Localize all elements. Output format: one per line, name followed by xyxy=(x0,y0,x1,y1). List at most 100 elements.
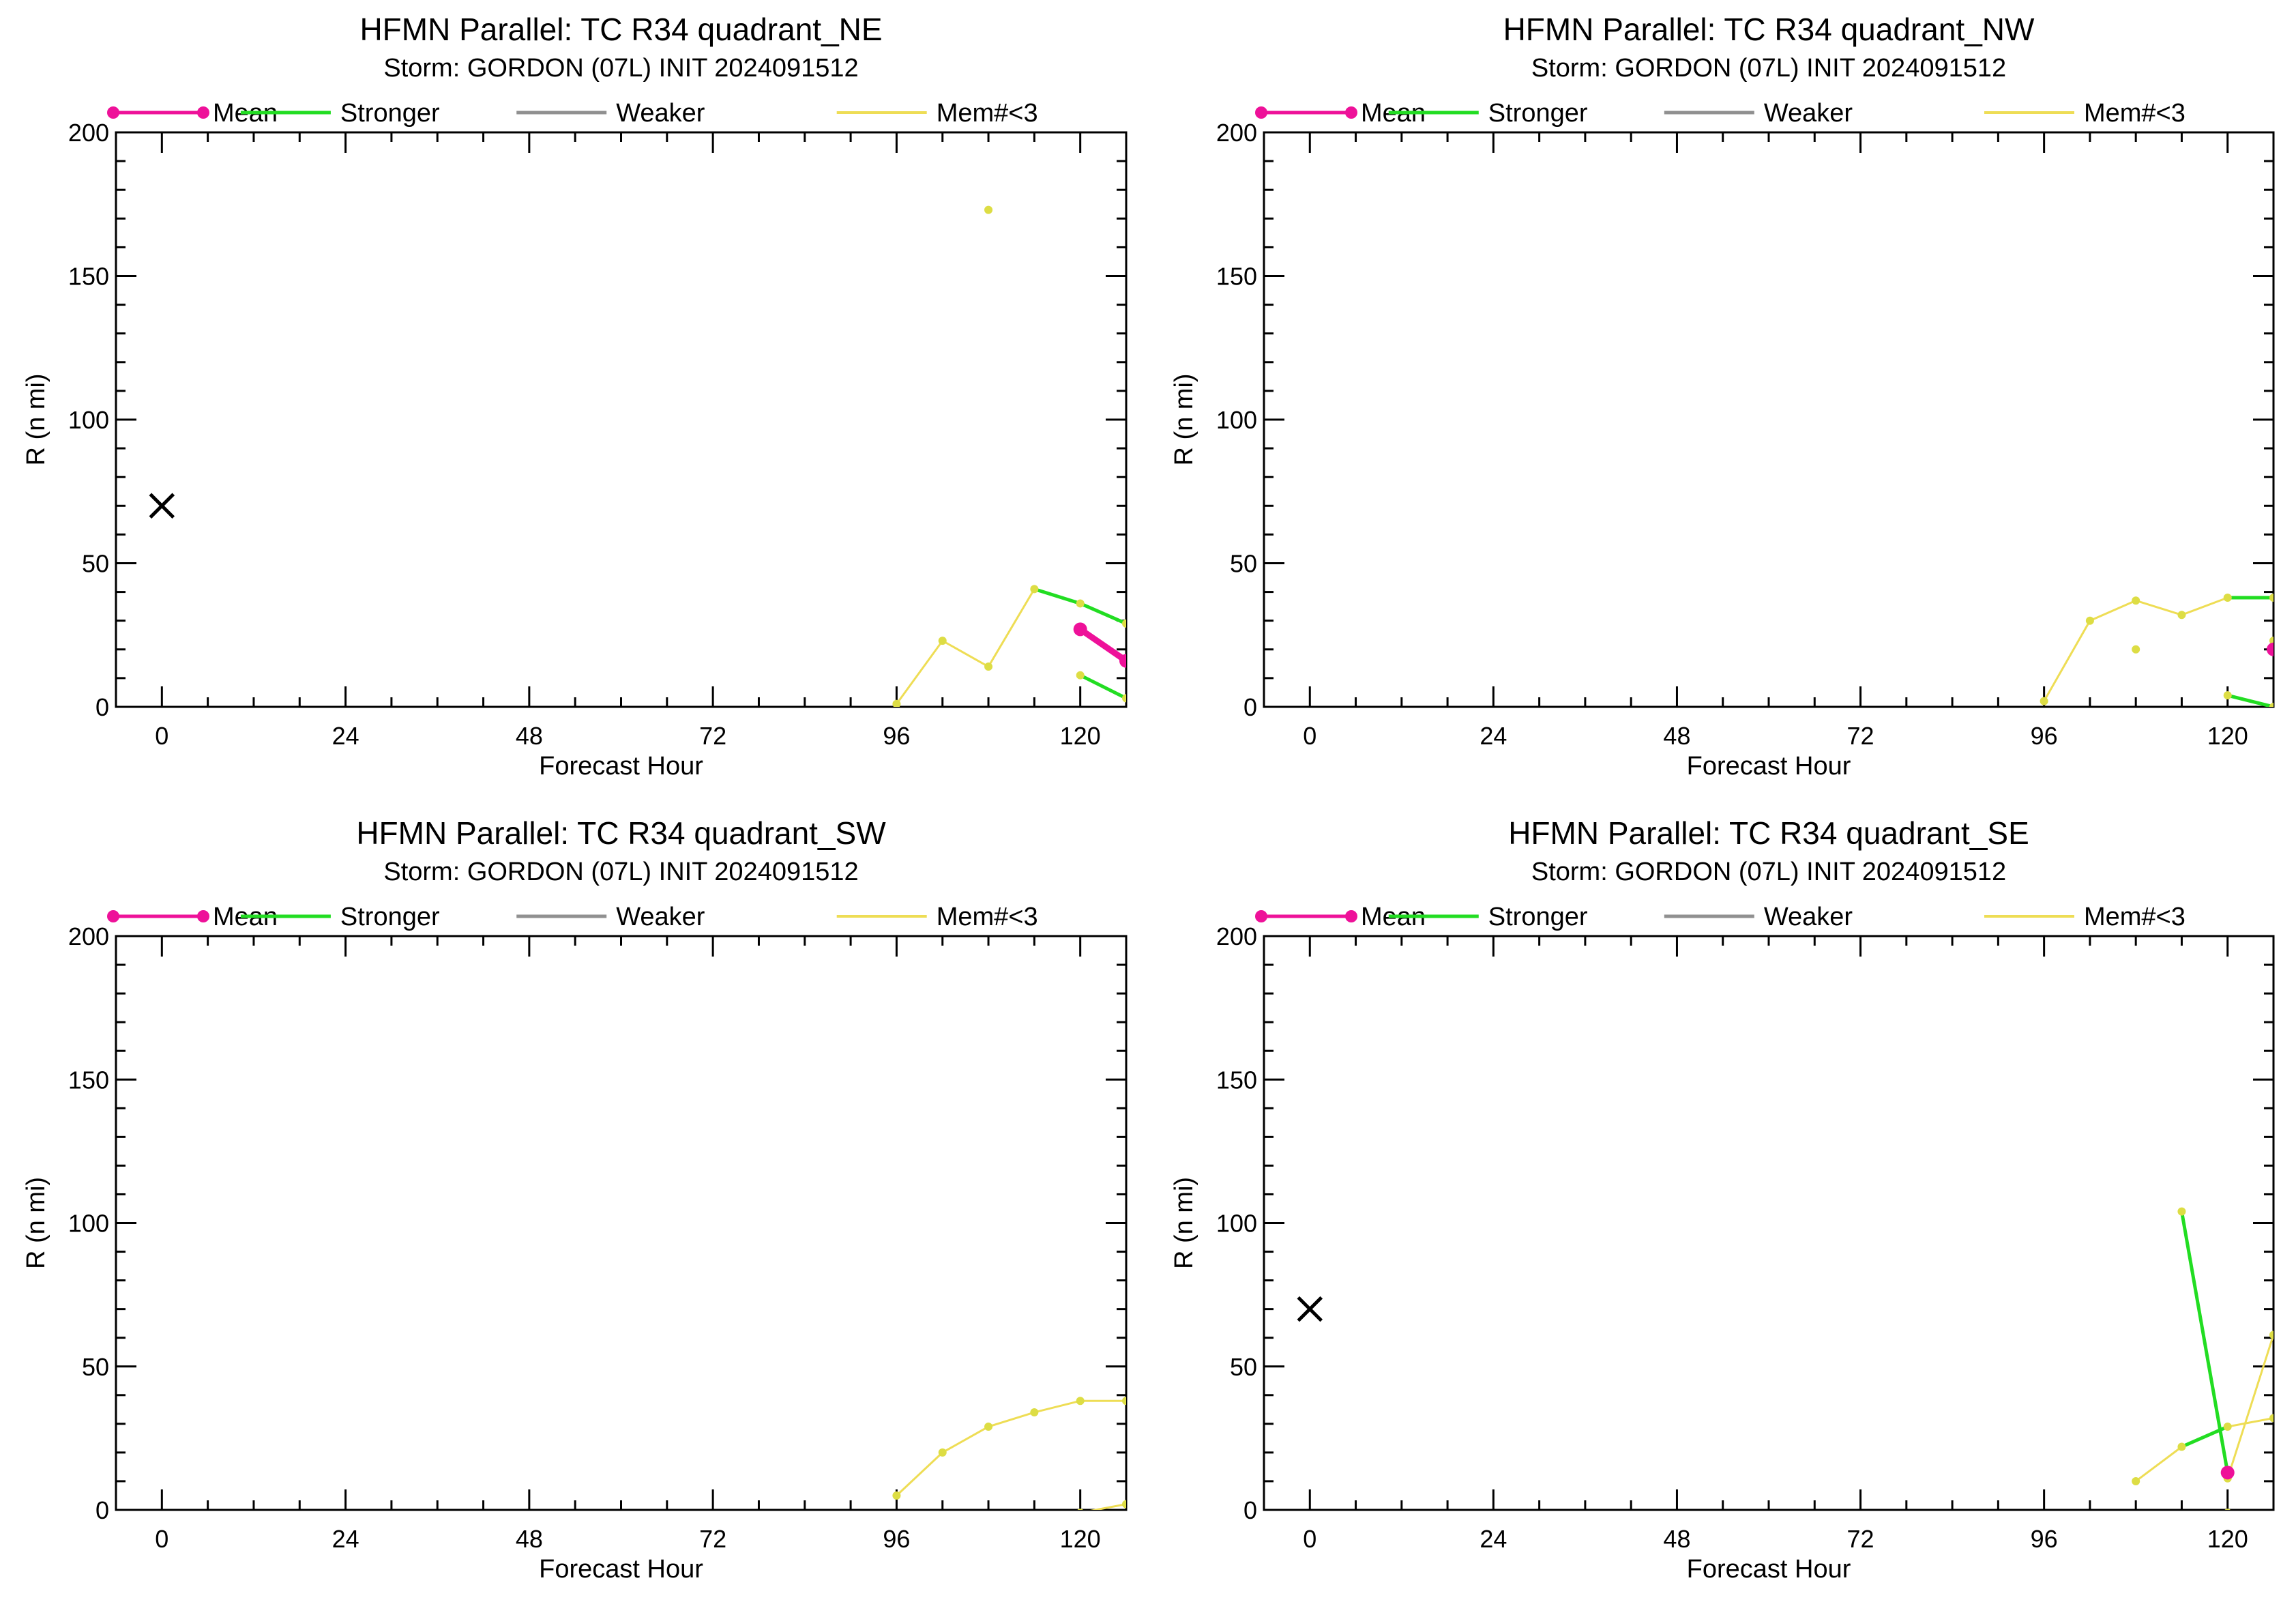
y-tick-label: 50 xyxy=(1230,550,1257,578)
legend-few-members-label: Mem#<3 xyxy=(2084,99,2185,128)
plot-data xyxy=(892,1397,1126,1510)
few-members-point xyxy=(2223,1423,2232,1431)
x-tick-label: 96 xyxy=(883,722,910,750)
few-members-point xyxy=(2269,1330,2273,1339)
plot-frame xyxy=(115,935,1128,1511)
few-members-point xyxy=(2085,616,2094,625)
x-tick-label: 48 xyxy=(1663,722,1690,750)
x-tick-label: 0 xyxy=(155,722,168,750)
x-tick-label: 96 xyxy=(2031,722,2058,750)
x-tick-label: 72 xyxy=(1847,722,1874,750)
legend-stronger-label: Stronger xyxy=(1488,903,1588,931)
few-members-point xyxy=(2177,1207,2186,1216)
plot-data xyxy=(2040,594,2273,707)
few-members-point xyxy=(1122,619,1126,628)
few-members-point xyxy=(2269,703,2273,707)
few-members-point xyxy=(1076,599,1085,608)
y-tick-label: 0 xyxy=(1243,693,1257,721)
legend-weaker-label: Weaker xyxy=(616,99,705,128)
legend-stronger-label: Stronger xyxy=(340,903,440,931)
mean-line xyxy=(1078,626,1126,664)
few-members-point xyxy=(984,662,993,671)
x-tick-label: 72 xyxy=(699,1525,726,1553)
plot-frame xyxy=(1263,131,2275,708)
x-tick-label: 96 xyxy=(2031,1525,2058,1553)
y-axis-label: R (n mi) xyxy=(22,373,50,465)
x-tick-label: 72 xyxy=(1847,1525,1874,1553)
few-members-point xyxy=(892,1491,901,1500)
few-members-point xyxy=(938,637,947,645)
x-tick-label: 0 xyxy=(1303,722,1316,750)
x-tick-label: 24 xyxy=(1480,1525,1507,1553)
y-tick-label: 150 xyxy=(1216,1066,1257,1094)
legend-few-members-label: Mem#<3 xyxy=(2084,903,2185,931)
few-members-point xyxy=(1122,1500,1126,1509)
legend-stronger-label: Stronger xyxy=(340,99,440,128)
few-members-point xyxy=(1122,1397,1126,1406)
x-tick-label: 0 xyxy=(1303,1525,1316,1553)
x-axis-label: Forecast Hour xyxy=(1687,752,1851,781)
y-tick-label: 150 xyxy=(68,263,109,291)
legend-mean-marker xyxy=(197,910,209,922)
few-members-point xyxy=(892,699,901,707)
chart-title: HFMN Parallel: TC R34 quadrant_SW xyxy=(356,815,886,851)
x-tick-label: 120 xyxy=(2207,722,2248,750)
few-members-point xyxy=(2177,1442,2186,1451)
y-axis-label: R (n mi) xyxy=(1170,373,1198,465)
chart-subtitle: Storm: GORDON (07L) INIT 2024091512 xyxy=(1531,54,2006,83)
mean-point xyxy=(2267,642,2273,656)
few-members-line xyxy=(896,588,1035,705)
few-members-line xyxy=(2227,1416,2273,1428)
x-axis-label: Forecast Hour xyxy=(539,752,703,781)
few-members-point xyxy=(2223,691,2232,700)
x-tick-label: 24 xyxy=(332,722,359,750)
legend-stronger-label: Stronger xyxy=(1488,99,1588,128)
few-members-point xyxy=(2132,645,2140,654)
few-members-line xyxy=(896,1399,1126,1497)
legend-weaker-label: Weaker xyxy=(1764,903,1853,931)
y-tick-label: 150 xyxy=(68,1066,109,1094)
chart-title: HFMN Parallel: TC R34 quadrant_SE xyxy=(1508,815,2029,851)
x-tick-label: 48 xyxy=(1663,1525,1690,1553)
legend-mean-marker xyxy=(107,910,119,922)
mean-point xyxy=(2220,1466,2235,1480)
y-tick-label: 0 xyxy=(95,1496,109,1524)
chart-subtitle: Storm: GORDON (07L) INIT 2024091512 xyxy=(1531,858,2006,886)
plot-frame xyxy=(1263,935,2275,1511)
legend-mean-marker xyxy=(107,106,119,119)
x-axis-label: Forecast Hour xyxy=(539,1555,703,1584)
x-tick-label: 0 xyxy=(155,1525,168,1553)
plot-data xyxy=(1297,1207,2273,1510)
y-tick-label: 200 xyxy=(1216,922,1257,950)
x-tick-label: 120 xyxy=(2207,1525,2248,1553)
chart-panel-3: HFMN Parallel: TC R34 quadrant_SW Storm: … xyxy=(22,815,1128,1584)
chart-panel-4: HFMN Parallel: TC R34 quadrant_SE Storm: … xyxy=(1170,815,2275,1584)
y-tick-label: 50 xyxy=(82,1353,109,1381)
legend: Mean Stronger Weaker Mem#<3 xyxy=(1255,99,2185,128)
few-members-point xyxy=(2269,1414,2273,1423)
x-tick-label: 48 xyxy=(516,722,543,750)
few-members-point xyxy=(1077,1509,1083,1510)
y-tick-label: 200 xyxy=(1216,119,1257,147)
few-members-point xyxy=(2177,611,2186,620)
y-axis-label: R (n mi) xyxy=(22,1177,50,1269)
few-members-point xyxy=(1030,585,1039,594)
plot-data xyxy=(149,205,1126,707)
few-members-line xyxy=(2135,1446,2183,1483)
legend-few-members-label: Mem#<3 xyxy=(937,99,1038,128)
y-tick-label: 100 xyxy=(68,1210,109,1238)
y-tick-label: 50 xyxy=(1230,1353,1257,1381)
stronger-line xyxy=(2179,1211,2230,1473)
observed-x-marker xyxy=(149,493,175,519)
y-tick-label: 200 xyxy=(68,119,109,147)
chart-title: HFMN Parallel: TC R34 quadrant_NW xyxy=(1503,12,2035,47)
y-tick-label: 50 xyxy=(82,550,109,578)
x-tick-label: 120 xyxy=(1060,1525,1101,1553)
chart-title: HFMN Parallel: TC R34 quadrant_NE xyxy=(359,12,882,47)
y-tick-label: 100 xyxy=(1216,1210,1257,1238)
few-members-line xyxy=(2226,1335,2273,1479)
few-members-point xyxy=(1122,694,1126,703)
x-tick-label: 24 xyxy=(1480,722,1507,750)
mean-point xyxy=(1119,654,1126,668)
